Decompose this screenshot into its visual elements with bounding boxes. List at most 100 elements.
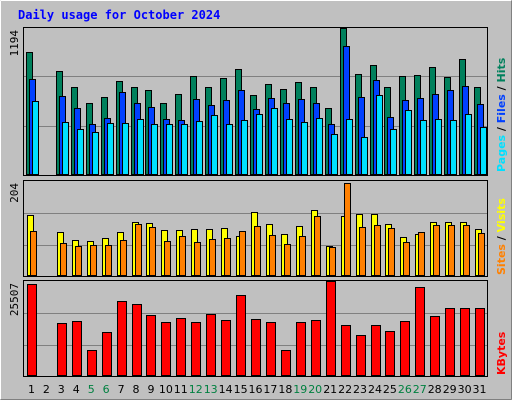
legend-entry-files: Files — [495, 94, 508, 124]
legend-entry-kbytes: KBytes — [495, 331, 508, 375]
bar-sites-day-11 — [179, 236, 186, 276]
bar-pages-day-17 — [271, 108, 278, 175]
bar-pages-day-3 — [62, 122, 69, 175]
legend-pages-files-hits: Pages / Files / Hits — [495, 57, 508, 172]
bar-pages-day-10 — [166, 124, 173, 175]
day-label: 29 — [443, 383, 457, 396]
bar-pages-day-11 — [181, 124, 188, 175]
day-label: 10 — [159, 383, 173, 396]
bar-pages-day-9 — [151, 124, 158, 175]
bar-sites-day-27 — [418, 232, 425, 276]
y-axis-max-label-kbytes: 25507 — [8, 283, 21, 316]
bar-kbytes-day-15 — [236, 295, 246, 376]
bar-pages-day-12 — [196, 121, 203, 175]
bar-sites-day-10 — [164, 241, 171, 276]
bar-sites-day-13 — [209, 239, 216, 276]
bar-sites-day-26 — [403, 242, 410, 276]
legend-entry-sites: Sites — [495, 244, 508, 275]
bar-pages-day-7 — [122, 123, 129, 175]
legend-entry-hits: Hits — [495, 57, 508, 82]
day-label: 8 — [133, 383, 140, 396]
day-label: 6 — [103, 383, 110, 396]
bar-kbytes-day-27 — [415, 287, 425, 376]
day-label: 24 — [368, 383, 382, 396]
bar-sites-day-5 — [90, 245, 97, 276]
bar-kbytes-day-20 — [311, 320, 321, 376]
bar-sites-day-3 — [60, 243, 67, 276]
bar-sites-day-29 — [448, 225, 455, 276]
bar-sites-day-16 — [254, 226, 261, 276]
y-axis-max-label-visits: 204 — [8, 183, 21, 203]
bar-pages-day-1 — [32, 101, 39, 175]
legend-kbytes: KBytes — [495, 331, 508, 375]
bar-kbytes-day-28 — [430, 316, 440, 376]
bar-pages-day-25 — [390, 129, 397, 175]
bar-pages-day-28 — [435, 119, 442, 175]
bar-pages-day-24 — [376, 95, 383, 175]
legend-separator: / — [495, 232, 508, 244]
bar-sites-day-23 — [359, 227, 366, 276]
legend-entry-pages: Pages — [495, 134, 508, 172]
day-labels: 1 2 3 4 5 6 7 8 9 10 11 12 13 14 15 16 17 18 19 20 21 22 23 24 2… — [28, 383, 487, 396]
legend-entry-visits: Visits — [495, 198, 508, 233]
bar-pages-day-26 — [405, 110, 412, 175]
bar-sites-day-28 — [433, 225, 440, 276]
day-label: 20 — [308, 383, 322, 396]
day-label: 21 — [323, 383, 337, 396]
day-label: 4 — [73, 383, 80, 396]
bar-kbytes-day-3 — [57, 323, 67, 376]
day-label: 14 — [219, 383, 233, 396]
bar-pages-day-22 — [346, 119, 353, 175]
bar-sites-day-4 — [75, 246, 82, 276]
bar-pages-day-31 — [480, 127, 487, 175]
bar-kbytes-day-19 — [296, 322, 306, 376]
bar-kbytes-day-18 — [281, 350, 291, 376]
day-label: 30 — [458, 383, 472, 396]
bar-sites-day-30 — [463, 225, 470, 276]
day-label: 13 — [204, 383, 218, 396]
bar-sites-day-20 — [314, 216, 321, 276]
bar-sites-day-15 — [239, 231, 246, 276]
bar-sites-day-1 — [30, 231, 37, 276]
bar-sites-day-8 — [135, 224, 142, 276]
bar-kbytes-day-21 — [326, 281, 336, 376]
bar-pages-day-19 — [301, 122, 308, 175]
day-label: 15 — [234, 383, 248, 396]
day-label: 5 — [88, 383, 95, 396]
bar-kbytes-day-12 — [191, 322, 201, 376]
bar-kbytes-day-7 — [117, 301, 127, 376]
bar-kbytes-day-14 — [221, 320, 231, 376]
bar-kbytes-day-8 — [132, 304, 142, 376]
day-label: 3 — [58, 383, 65, 396]
bar-pages-day-13 — [211, 115, 218, 175]
day-label: 23 — [353, 383, 367, 396]
day-label: 16 — [249, 383, 263, 396]
bar-sites-day-31 — [478, 233, 485, 276]
bar-sites-day-17 — [269, 235, 276, 276]
bar-kbytes-day-9 — [146, 315, 156, 376]
bar-pages-day-27 — [420, 120, 427, 175]
day-label: 25 — [383, 383, 397, 396]
day-label: 9 — [148, 383, 155, 396]
y-axis-max-label-hits: 1194 — [8, 30, 21, 57]
bar-sites-day-14 — [224, 238, 231, 276]
bar-pages-day-30 — [465, 114, 472, 175]
bar-pages-day-14 — [226, 124, 233, 175]
bar-pages-day-29 — [450, 120, 457, 175]
day-label: 22 — [338, 383, 352, 396]
bar-kbytes-day-23 — [356, 335, 366, 376]
bar-sites-day-12 — [194, 242, 201, 276]
bar-kbytes-day-13 — [206, 314, 216, 376]
bar-sites-day-22 — [344, 183, 351, 276]
bar-kbytes-day-11 — [176, 318, 186, 376]
bar-sites-day-9 — [149, 227, 156, 276]
bar-pages-day-5 — [92, 132, 99, 175]
legend-separator: / — [495, 82, 508, 94]
bar-kbytes-day-26 — [400, 321, 410, 376]
bar-pages-day-6 — [107, 123, 114, 175]
bar-sites-day-6 — [105, 245, 112, 276]
day-label: 31 — [473, 383, 487, 396]
bar-kbytes-day-25 — [385, 331, 395, 376]
legends: Pages / Files / Hits Sites / Visits KBytes — [495, 57, 508, 375]
